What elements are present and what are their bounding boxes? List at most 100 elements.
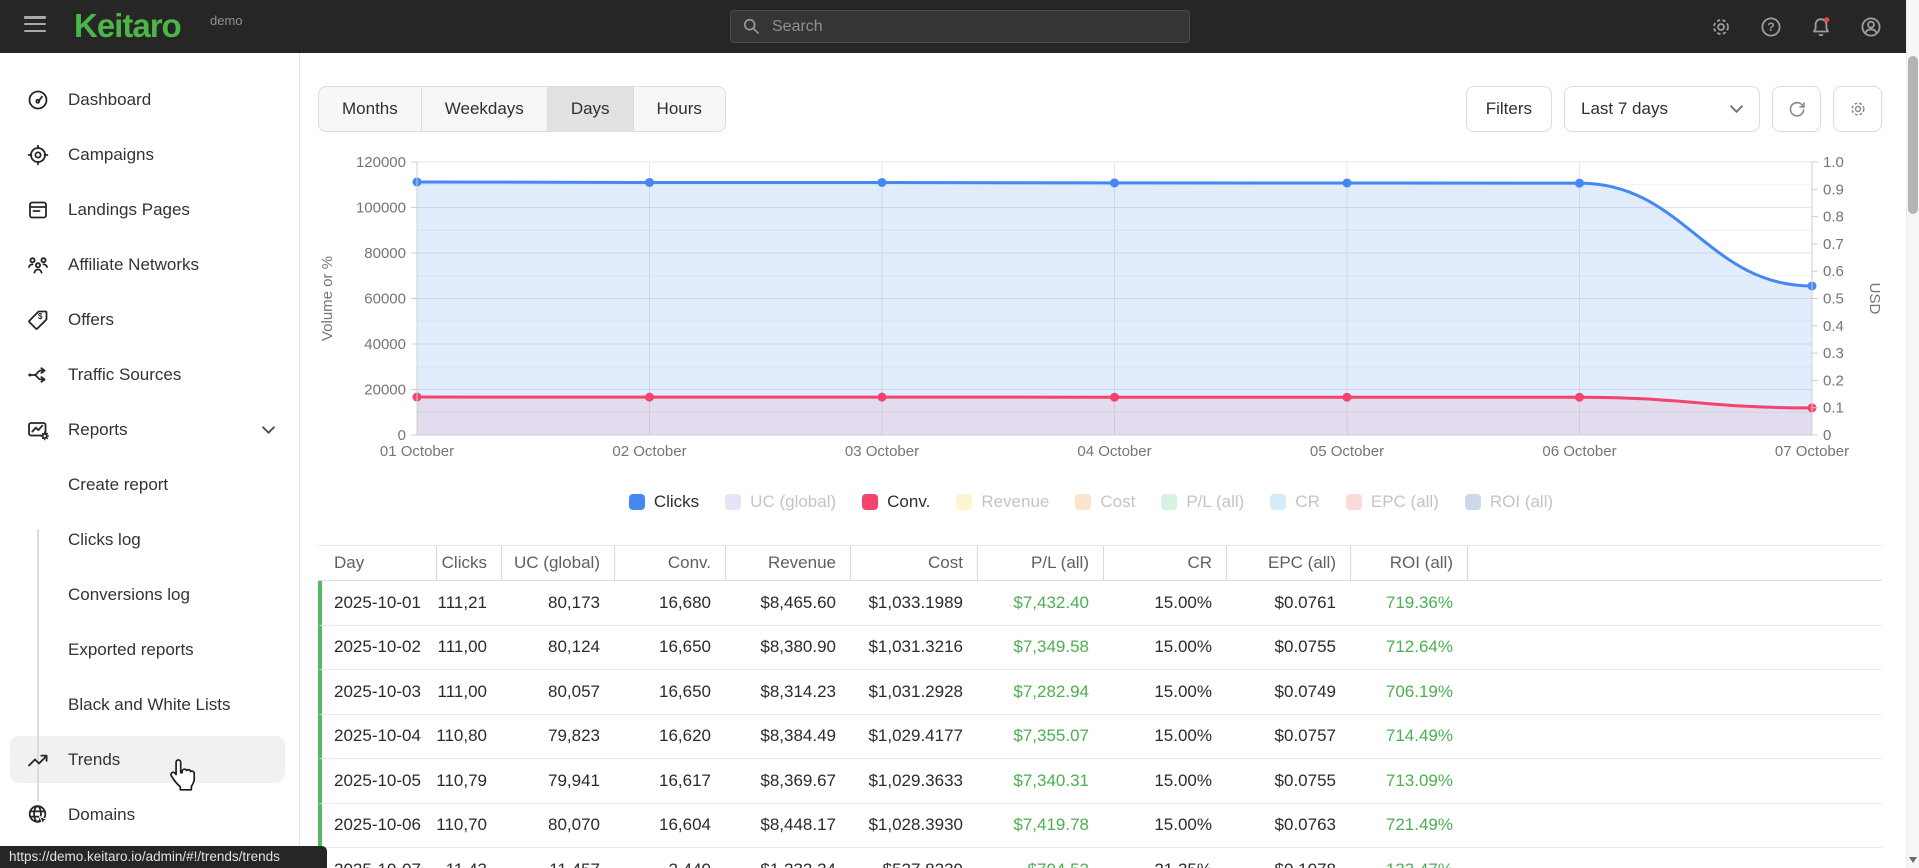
scrollbar-down-arrow[interactable] (1909, 857, 1917, 863)
column-header-conv[interactable]: Conv. (614, 546, 725, 580)
trends-table: Day Clicks UC (global) Conv. Revenue Cost P/L … (318, 545, 1882, 868)
right-tick-label: 0.9 (1823, 181, 1844, 198)
series-line-Conv. (415, 395, 1814, 410)
search-bar[interactable] (730, 10, 1190, 43)
filter-row: Filters Last 7 days (1465, 86, 1882, 132)
cell-clicks: 111,00 (437, 637, 487, 657)
legend-item-conv-[interactable]: Conv. (862, 492, 930, 512)
tab-months[interactable]: Months (342, 99, 398, 118)
legend-swatch (725, 494, 742, 510)
right-axis-title: USD (1866, 283, 1882, 315)
sidebar-item-campaigns[interactable]: Campaigns (0, 127, 299, 182)
legend-swatch (956, 494, 973, 510)
legend-label: Cost (1100, 492, 1136, 511)
cell-uc: 80,070 (548, 815, 600, 835)
legend-item-cost[interactable]: Cost (1075, 492, 1135, 512)
account-icon[interactable] (1859, 15, 1883, 39)
tab-days[interactable]: Days (546, 87, 633, 131)
sidebar-item-traffic-sources[interactable]: Traffic Sources (0, 347, 299, 402)
cell-conv: 16,650 (659, 681, 711, 701)
refresh-button[interactable] (1772, 86, 1821, 132)
cell-epc: $0.0749 (1274, 681, 1336, 701)
chart-settings-button[interactable] (1833, 86, 1882, 132)
sidebar-item-affiliate-networks[interactable]: Affiliate Networks (0, 237, 299, 292)
cell-cr: 15.00% (1154, 592, 1212, 612)
cell-cost: $1,033.1989 (868, 592, 963, 612)
cell-pl: $7,349.58 (1013, 637, 1089, 657)
sidebar-item-dashboard[interactable]: Dashboard (0, 72, 299, 127)
topbar: Keitaro demo ? (0, 0, 1919, 53)
sidebar-item-conversions-log[interactable]: Conversions log (0, 567, 299, 622)
legend-item-cr[interactable]: CR (1270, 492, 1320, 512)
search-icon (743, 18, 759, 34)
tab-hours[interactable]: Hours (632, 87, 725, 131)
legend-label: ROI (all) (1489, 492, 1554, 511)
column-header-cost[interactable]: Cost (850, 546, 977, 580)
date-range-select[interactable]: Last 7 days (1564, 86, 1760, 132)
column-header-cr[interactable]: CR (1103, 546, 1226, 580)
sidebar-item-offers[interactable]: $ Offers (0, 292, 299, 347)
help-icon[interactable]: ? (1759, 15, 1783, 39)
column-header-epc[interactable]: EPC (all) (1226, 546, 1350, 580)
table-row[interactable]: 2025-10-05 110,79 79,941 16,617 $8,369.67 $1,… (318, 759, 1882, 804)
table-row[interactable]: 2025-10-01 111,21 80,173 16,680 $8,465.60 $1,… (318, 581, 1882, 626)
hamburger-menu-icon[interactable] (24, 16, 46, 36)
legend-item-clicks[interactable]: Clicks (628, 492, 699, 512)
table-row[interactable]: 2025-10-06 110,70 80,070 16,604 $8,448.17 $1,… (318, 803, 1882, 848)
search-input[interactable] (772, 17, 1179, 36)
chevron-down-icon (1730, 105, 1743, 113)
legend-swatch (1161, 494, 1178, 510)
cell-uc: 79,941 (548, 770, 600, 790)
legend-item-roi-all-[interactable]: ROI (all) (1464, 492, 1554, 512)
sidebar-item-create-report[interactable]: Create report (0, 457, 299, 512)
legend-label: CR (1295, 492, 1320, 511)
app-logo[interactable]: Keitaro (74, 7, 182, 44)
cell-roi: 721.49% (1385, 815, 1453, 835)
notifications-bell-icon[interactable] (1809, 15, 1833, 39)
table-row[interactable]: 2025-10-02 111,00 80,124 16,650 $8,380.90 $1,… (318, 625, 1882, 670)
cell-conv: 16,604 (659, 815, 711, 835)
svg-text:?: ? (1767, 20, 1774, 34)
cell-revenue: $1,232.34 (725, 860, 850, 868)
cell-clicks: 11,43 (436, 860, 501, 868)
cell-cr: 15.00% (1154, 637, 1212, 657)
legend-item-epc-all-[interactable]: EPC (all) (1345, 492, 1439, 512)
legend-swatch (1345, 494, 1362, 510)
cell-epc: $0.1078 (1226, 860, 1350, 868)
column-header-pl[interactable]: P/L (all) (977, 546, 1103, 580)
sidebar-item-black-and-white-lists[interactable]: Black and White Lists (0, 677, 299, 732)
sidebar-item-exported-reports[interactable]: Exported reports (0, 622, 299, 677)
column-header-clicks[interactable]: Clicks (436, 546, 501, 580)
cell-roi: 706.19% (1385, 681, 1453, 701)
offers-icon: $ (28, 310, 48, 330)
column-header-day[interactable]: Day (334, 553, 365, 572)
column-header-revenue[interactable]: Revenue (725, 546, 850, 580)
cell-day: 2025-10-02 (334, 637, 421, 657)
table-row[interactable]: 2025-10-0711,4311,4572,440$1,232.34$527.… (318, 848, 1882, 868)
legend-item-revenue[interactable]: Revenue (956, 492, 1049, 512)
table-row[interactable]: 2025-10-04 110,80 79,823 16,620 $8,384.49 $1,… (318, 714, 1882, 759)
legend-item-uc-global-[interactable]: UC (global) (725, 492, 836, 512)
sidebar-item-trends[interactable]: Trends (0, 732, 299, 787)
sidebar-item-domains[interactable]: Domains (0, 787, 299, 842)
sidebar-item-reports[interactable]: Reports (0, 402, 299, 457)
sidebar-item-label: Offers (68, 309, 114, 329)
cell-cost: $1,031.3216 (868, 637, 963, 657)
sidebar-item-label: Clicks log (68, 529, 141, 549)
series-line-Clicks (415, 180, 1814, 288)
sidebar-item-clicks-log[interactable]: Clicks log (0, 512, 299, 567)
column-header-uc[interactable]: UC (global) (501, 546, 614, 580)
table-row[interactable]: 2025-10-03 111,00 80,057 16,650 $8,314.23 $1,… (318, 670, 1882, 715)
sidebar-item-landings-pages[interactable]: Landings Pages (0, 182, 299, 237)
cell-uc: 80,173 (548, 592, 600, 612)
cell-clicks: 111,00 (437, 681, 487, 701)
scrollbar-thumb[interactable] (1908, 56, 1918, 214)
legend-item-p-l-all-[interactable]: P/L (all) (1161, 492, 1244, 512)
legend-label: EPC (all) (1370, 492, 1439, 511)
tab-weekdays[interactable]: Weekdays (420, 87, 547, 131)
filters-button[interactable]: Filters (1465, 86, 1552, 132)
column-header-roi[interactable]: ROI (all) (1350, 546, 1467, 580)
settings-gear-icon[interactable] (1709, 15, 1733, 39)
scrollbar-track[interactable] (1906, 0, 1919, 868)
legend-label: Revenue (981, 492, 1050, 511)
